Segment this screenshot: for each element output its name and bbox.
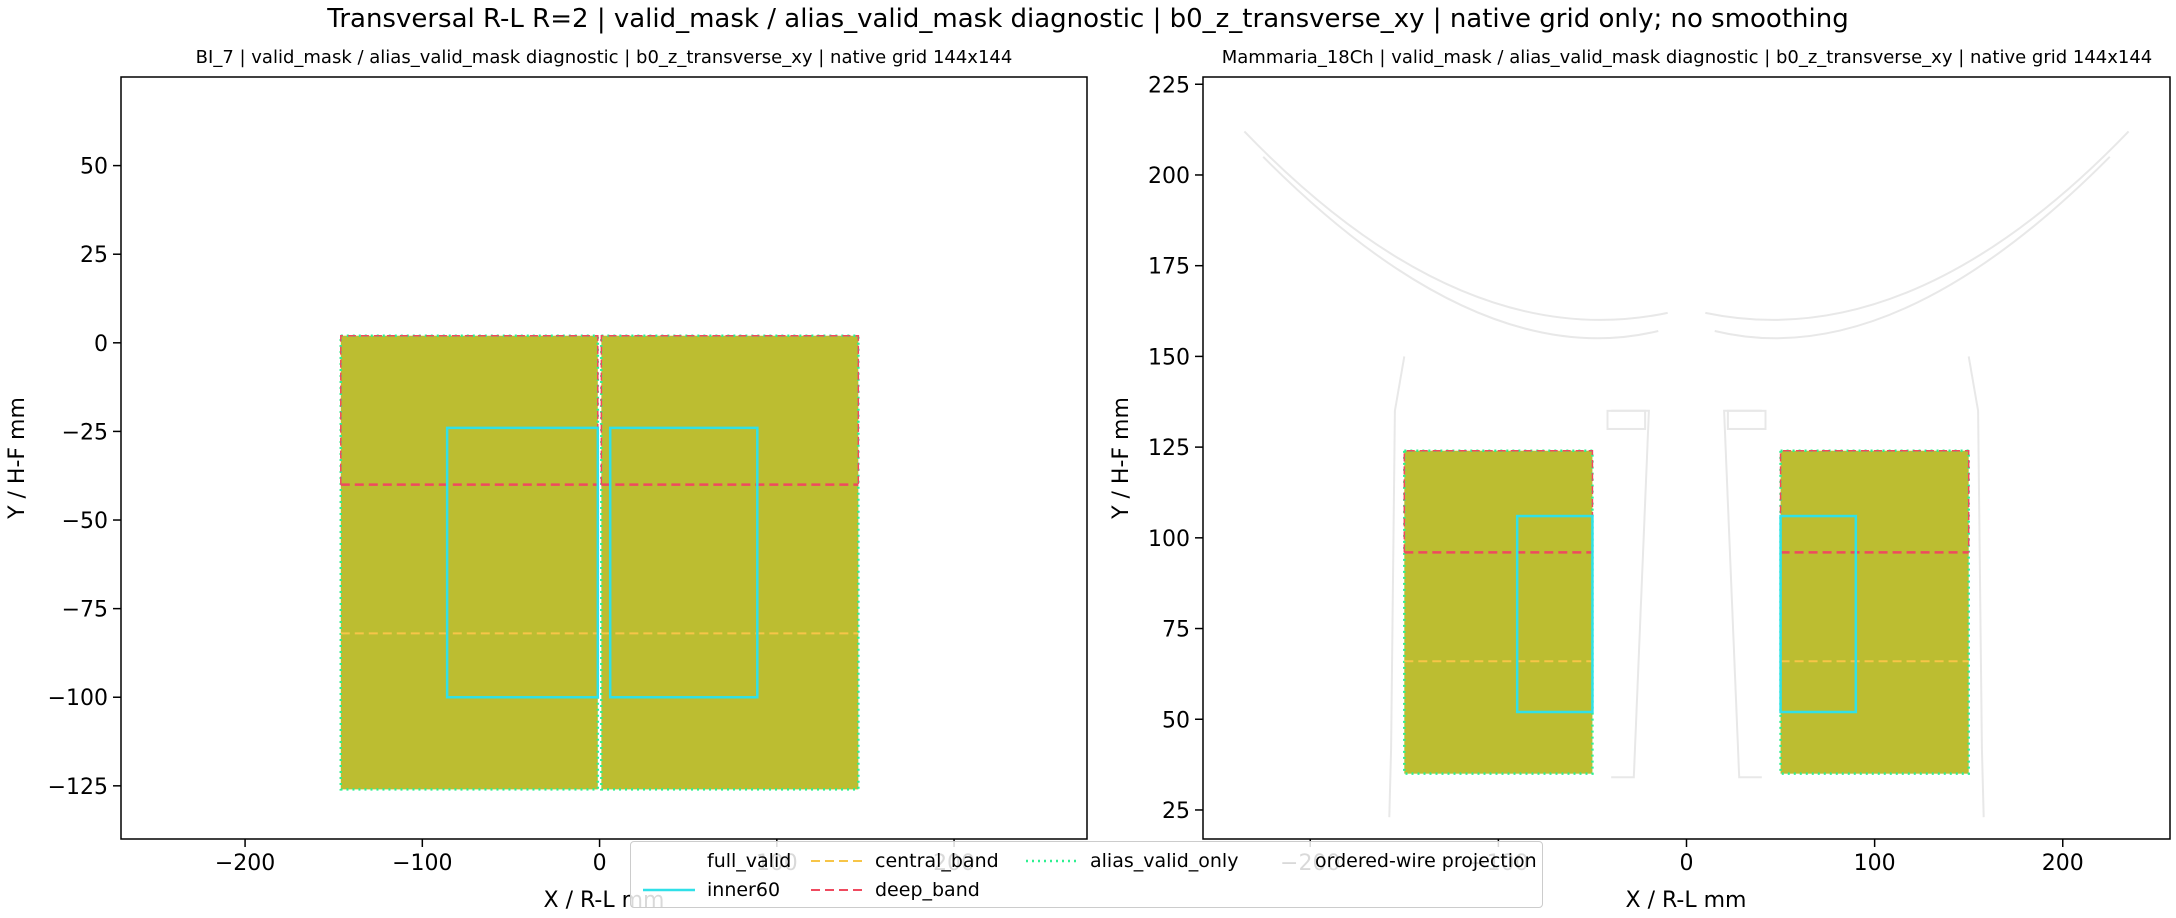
plot-frame-bi7 [120, 76, 1088, 840]
deep-band-outline-mammaria-1 [1779, 449, 1970, 553]
x-tick-label-bi7: −100 [392, 851, 452, 876]
full-valid-region-bi7-0 [340, 335, 598, 790]
y-tick-label-mammaria: 125 [1148, 436, 1190, 461]
x-axis-label-mammaria: X / R-L mm [1626, 888, 1747, 913]
y-tick-label-mammaria: 175 [1148, 255, 1190, 280]
legend-label-central-band: central_band [875, 850, 999, 872]
inner60-outline-bi7-1 [608, 426, 759, 699]
figure-title: Transversal R-L R=2 | valid_mask / alias… [327, 4, 1849, 34]
y-tick-label-bi7: 50 [80, 155, 108, 180]
y-tick-label-bi7: 25 [80, 243, 108, 268]
full-valid-region-mammaria-1 [1780, 450, 1969, 774]
legend-label-deep-band: deep_band [875, 879, 980, 901]
alias-valid-only-outline-mammaria-1 [1779, 449, 1970, 775]
legend-item-alias-valid-only: alias_valid_only [1026, 848, 1238, 874]
wire-bracket-left [1606, 409, 1647, 430]
y-tick-label-mammaria: 150 [1148, 345, 1190, 370]
legend-label-full-valid: full_valid [707, 850, 792, 872]
legend-swatch-ordered-wire [1251, 855, 1303, 867]
legend-item-central-band: central_band [811, 848, 999, 874]
legend-label-inner60: inner60 [707, 879, 781, 901]
y-tick-label-mammaria: 200 [1148, 164, 1190, 189]
wire-channel-left [1611, 409, 1650, 779]
legend-item-inner60: inner60 [643, 877, 780, 903]
deep-band-outline-bi7-1 [600, 334, 860, 485]
wire-bracket-right [1726, 409, 1767, 430]
subplot-mammaria: Mammaria_18Ch | valid_mask / alias_valid… [1109, 47, 2171, 913]
inner60-outline-bi7-0 [445, 426, 600, 699]
legend-item-deep-band: deep_band [811, 877, 980, 903]
y-tick-label-bi7: −75 [62, 598, 108, 623]
y-axis-label-bi7: Y / H-F mm [5, 397, 30, 520]
y-tick-label-bi7: 0 [94, 332, 108, 357]
legend-label-alias-valid-only: alias_valid_only [1090, 850, 1239, 872]
legend-swatch-alias-valid-only [1026, 859, 1078, 863]
alias-valid-only-outline-bi7-0 [339, 334, 600, 791]
inner60-outline-mammaria-1 [1779, 514, 1858, 714]
legend-item-full-valid: full_valid [643, 848, 791, 874]
y-tick-label-mammaria: 50 [1162, 708, 1190, 733]
subplot-title-bi7: BI_7 | valid_mask / alias_valid_mask dia… [196, 47, 1013, 68]
legend-swatch-inner60 [643, 888, 695, 892]
wire-arc-right-inner [1714, 156, 2111, 340]
legend-swatch-deep-band [811, 889, 863, 891]
legend-swatch-full-valid [643, 855, 695, 867]
wire-channel-right [1723, 409, 1762, 779]
legend: full_valid inner60 central_band deep_ban… [630, 841, 1543, 908]
deep-band-outline-mammaria-0 [1403, 449, 1594, 553]
inner60-outline-mammaria-0 [1515, 514, 1594, 714]
y-axis-label-mammaria: Y / H-F mm [1109, 397, 1134, 520]
alias-valid-only-outline-bi7-1 [600, 334, 860, 791]
wire-side-left-outer [1388, 356, 1406, 818]
plot-frame-mammaria [1202, 76, 2171, 840]
x-tick-label-mammaria: 0 [1680, 851, 1694, 876]
y-tick-label-bi7: −25 [62, 420, 108, 445]
y-tick-label-bi7: −100 [48, 686, 108, 711]
legend-item-ordered-wire: ordered-wire projection [1251, 848, 1537, 874]
x-tick-label-mammaria: 100 [1854, 851, 1896, 876]
subplot-title-mammaria: Mammaria_18Ch | valid_mask / alias_valid… [1222, 47, 2153, 68]
full-valid-region-mammaria-0 [1404, 450, 1593, 774]
legend-swatch-central-band [811, 860, 863, 862]
y-tick-label-mammaria: 100 [1148, 527, 1190, 552]
ordered-wire-projection [1243, 130, 2130, 818]
y-tick-label-mammaria: 75 [1162, 618, 1190, 643]
wire-arc-right [1705, 130, 2130, 321]
x-tick-label-bi7: 0 [593, 851, 607, 876]
y-tick-label-mammaria: 25 [1162, 799, 1190, 824]
wire-arc-left-inner [1262, 156, 1659, 340]
x-tick-label-bi7: −200 [215, 851, 275, 876]
x-tick-label-mammaria: 200 [2042, 851, 2084, 876]
y-tick-label-bi7: −125 [48, 775, 108, 800]
legend-label-ordered-wire: ordered-wire projection [1315, 850, 1537, 872]
deep-band-outline-bi7-0 [340, 334, 599, 485]
y-tick-label-bi7: −50 [62, 509, 108, 534]
wire-arc-left [1243, 130, 1668, 321]
wire-side-right-outer [1967, 356, 1985, 818]
subplot-bi7: BI_7 | valid_mask / alias_valid_mask dia… [5, 47, 1088, 913]
full-valid-region-bi7-1 [601, 335, 859, 790]
y-tick-label-mammaria: 225 [1148, 73, 1190, 98]
